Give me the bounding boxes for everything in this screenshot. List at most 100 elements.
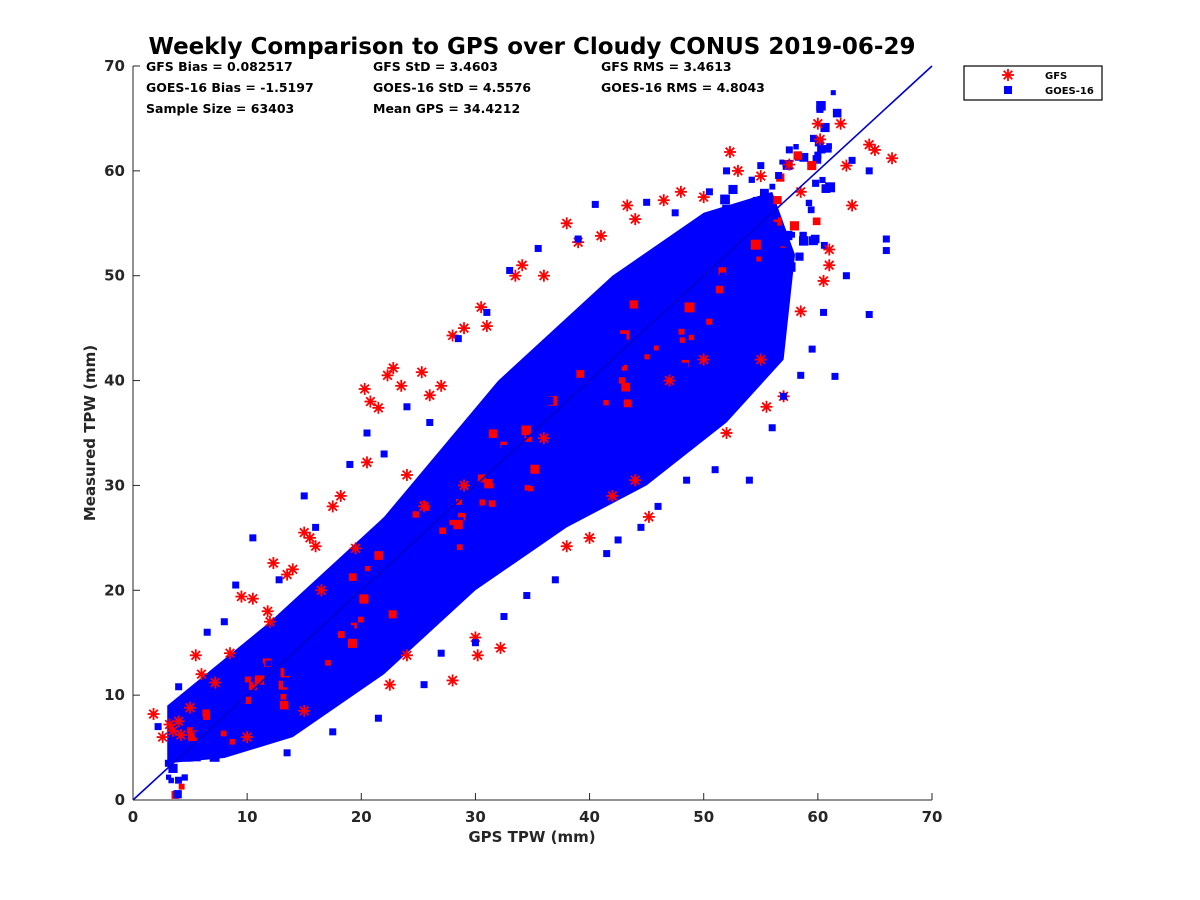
cloud-point — [679, 337, 686, 343]
cloud-point — [456, 498, 462, 505]
goes-16-point — [300, 492, 308, 500]
cloud-point — [705, 276, 715, 286]
cloud-point — [666, 263, 672, 269]
cloud-point — [702, 253, 709, 260]
goes-16-point — [403, 403, 411, 411]
cloud-point — [733, 288, 741, 296]
cloud-point — [773, 217, 782, 226]
gfs-point — [629, 213, 642, 226]
goes-16-point — [220, 618, 228, 626]
cloud-point — [634, 360, 644, 371]
gfs-point — [184, 701, 197, 714]
gfs-point — [814, 133, 827, 146]
cloud-point — [213, 709, 221, 717]
cloud-point — [621, 364, 628, 371]
cloud-point — [640, 369, 649, 378]
stat-mean-gps: Mean GPS = 34.4212 — [373, 101, 520, 116]
cloud-point — [812, 217, 821, 226]
cloud-point — [501, 444, 508, 451]
cloud-point — [555, 467, 562, 474]
cloud-point — [587, 327, 596, 335]
cloud-point — [493, 502, 499, 508]
cloud-point — [288, 692, 298, 702]
goes-16-point — [517, 481, 525, 489]
goes-16-point — [808, 345, 816, 353]
cloud-point — [825, 182, 836, 193]
cloud-point — [333, 578, 342, 587]
cloud-point — [439, 527, 446, 535]
cloud-point — [334, 648, 340, 654]
cloud-point — [673, 255, 681, 264]
goes-16-point — [865, 311, 873, 319]
goes-16-point — [637, 523, 645, 531]
gfs-point — [395, 379, 408, 392]
cloud-point — [178, 783, 185, 790]
cloud-point — [614, 355, 622, 363]
cloud-point — [616, 359, 624, 367]
cloud-point — [265, 660, 272, 667]
gfs-point — [475, 301, 488, 314]
cloud-point — [704, 303, 710, 309]
cloud-point — [589, 396, 596, 403]
goes-16-point — [449, 544, 457, 552]
legend-gfs-label: GFS — [1045, 71, 1067, 82]
cloud-point — [457, 544, 463, 550]
x-tick-label: 30 — [465, 808, 486, 826]
cloud-point — [406, 540, 413, 547]
goes-16-point — [705, 188, 713, 196]
cloud-point — [500, 441, 508, 449]
gfs-point — [415, 366, 428, 379]
cloud-point — [799, 152, 809, 162]
cloud-point — [607, 392, 616, 401]
cloud-point — [634, 287, 641, 294]
cloud-point — [255, 718, 262, 725]
cloud-point — [647, 331, 658, 341]
cloud-point — [587, 387, 596, 396]
cloud-point — [299, 657, 310, 668]
y-tick-label: 70 — [104, 57, 125, 75]
cloud-point — [755, 228, 763, 235]
cloud-point — [685, 318, 695, 328]
cloud-point — [632, 320, 639, 327]
gfs-point — [209, 676, 222, 689]
cloud-point — [449, 519, 455, 526]
cloud-point — [237, 705, 244, 713]
cloud-point — [359, 594, 369, 604]
x-tick-label: 10 — [237, 808, 258, 826]
cloud-point — [454, 538, 461, 545]
cloud-point — [336, 593, 342, 599]
gfs-point — [326, 500, 339, 513]
cloud-point — [614, 309, 623, 318]
cloud-point — [245, 676, 252, 683]
cloud-point — [799, 236, 809, 246]
gfs-point — [537, 432, 550, 445]
y-tick-label: 40 — [104, 372, 125, 390]
x-ticks: 0 10 20 30 40 50 60 70 — [128, 793, 942, 826]
cloud-point — [524, 498, 530, 504]
cloud-point — [576, 370, 585, 378]
cloud-point — [357, 616, 364, 623]
cloud-point — [490, 512, 497, 520]
goes-16-point — [363, 429, 371, 437]
cloud-point — [480, 506, 490, 516]
gfs-point — [642, 510, 655, 523]
gfs-point — [657, 194, 670, 207]
cloud-point — [173, 790, 182, 799]
cloud-point — [620, 407, 629, 417]
cloud-point — [235, 733, 245, 743]
goes-16-point — [471, 439, 479, 447]
cloud-point — [399, 563, 405, 570]
cloud-point — [567, 389, 573, 395]
goes-16-point — [820, 308, 828, 316]
cloud-point — [353, 562, 364, 572]
cloud-point — [337, 631, 345, 638]
cloud-point — [181, 774, 188, 781]
cloud-point — [726, 267, 732, 274]
cloud-point — [544, 407, 555, 417]
goes-16-point — [882, 247, 890, 255]
cloud-point — [420, 565, 426, 572]
cloud-point — [795, 252, 804, 261]
gfs-point — [195, 668, 208, 681]
cloud-point — [175, 776, 182, 784]
cloud-point — [280, 693, 287, 700]
